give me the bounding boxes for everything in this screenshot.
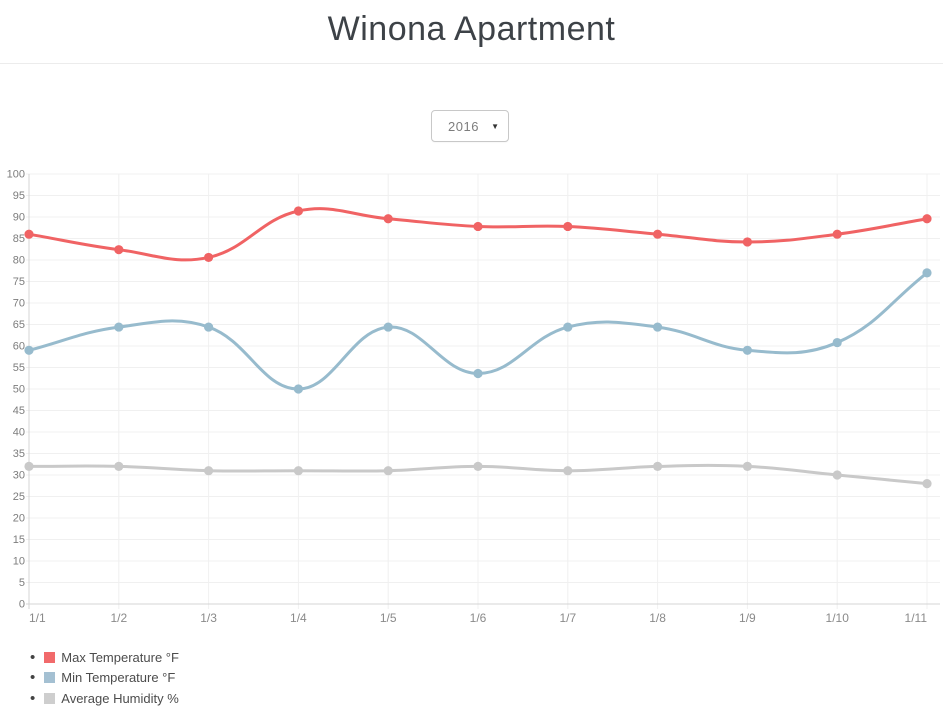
data-point[interactable] [293, 466, 303, 476]
y-axis-tick-label: 5 [19, 577, 25, 589]
data-point[interactable] [922, 268, 932, 278]
data-point[interactable] [204, 322, 214, 332]
page-title: Winona Apartment [327, 10, 616, 48]
legend-label: Average Humidity % [61, 690, 179, 706]
x-axis-tick-label: 1/7 [559, 611, 576, 625]
legend-item-max-temperature: • Max Temperature °F [30, 647, 179, 668]
y-axis-tick-label: 40 [13, 427, 25, 439]
data-point[interactable] [114, 245, 124, 255]
x-axis-tick-label: 1/9 [739, 611, 756, 625]
data-point[interactable] [293, 384, 303, 394]
legend-item-average-humidity: • Average Humidity % [30, 688, 179, 709]
temperature-humidity-chart[interactable]: 0 5 10 15 20 25 30 35 40 45 50 55 60 65 70 75 80 85 90 95 10… [0, 150, 943, 640]
data-point[interactable] [742, 237, 753, 247]
data-point[interactable] [922, 214, 932, 224]
legend-swatch-average-humidity [44, 692, 56, 704]
x-axis-tick-label: 1/5 [380, 611, 397, 625]
data-point[interactable] [383, 214, 393, 224]
data-point[interactable] [742, 345, 753, 355]
data-point[interactable] [832, 470, 842, 480]
data-point[interactable] [653, 322, 663, 332]
y-axis-tick-label: 15 [13, 534, 25, 546]
x-axis-tick-label: 1/4 [290, 611, 307, 625]
bullet-icon: • [30, 648, 36, 666]
data-point[interactable] [473, 368, 483, 379]
y-axis-tick-label: 0 [19, 599, 25, 611]
y-axis-tick-label: 85 [13, 233, 25, 245]
data-point[interactable] [383, 322, 393, 332]
y-axis-tick-label: 60 [13, 341, 25, 353]
x-axis-tick-label: 1/1 [29, 611, 46, 625]
year-select-value: 2016 [448, 118, 479, 134]
data-point[interactable] [563, 322, 573, 332]
y-axis-tick-label: 90 [13, 212, 25, 224]
chart-legend: • Max Temperature °F • Min Temperature °… [30, 647, 179, 709]
y-axis-tick-label: 70 [13, 298, 25, 310]
bullet-icon: • [30, 669, 36, 687]
data-point[interactable] [293, 206, 303, 216]
x-axis-tick-label: 1/8 [649, 611, 666, 625]
legend-item-min-temperature: • Min Temperature °F [30, 668, 179, 689]
data-point[interactable] [383, 466, 393, 476]
y-axis-tick-label: 55 [13, 362, 25, 374]
bullet-icon: • [30, 689, 36, 707]
y-axis-tick-label: 95 [13, 190, 25, 202]
legend-label: Min Temperature °F [61, 670, 176, 686]
legend-swatch-max-temperature [44, 651, 56, 663]
chevron-down-icon: ▼ [491, 121, 499, 131]
x-axis-tick-label: 1/6 [470, 611, 487, 625]
y-axis-tick-label: 20 [13, 513, 25, 525]
y-axis-tick-label: 45 [13, 405, 25, 417]
data-point[interactable] [114, 461, 124, 471]
data-point[interactable] [653, 229, 663, 239]
data-point[interactable] [742, 461, 753, 471]
legend-label: Max Temperature °F [61, 649, 179, 665]
y-axis-tick-label: 10 [13, 556, 25, 568]
data-point[interactable] [653, 461, 663, 471]
y-axis-tick-label: 25 [13, 491, 25, 503]
x-axis-tick-label: 1/3 [200, 611, 217, 625]
y-axis-tick-label: 65 [13, 319, 25, 331]
data-point[interactable] [473, 461, 483, 471]
y-axis-tick-label: 35 [13, 448, 25, 460]
x-axis-tick-label: 1/2 [110, 611, 127, 625]
x-axis-tick-label: 1/11 [905, 611, 928, 625]
y-axis-tick-label: 50 [13, 384, 25, 396]
data-point[interactable] [24, 345, 34, 355]
data-point[interactable] [563, 466, 573, 476]
data-point[interactable] [922, 479, 932, 489]
data-point[interactable] [832, 229, 842, 239]
y-axis-tick-label: 75 [13, 276, 25, 288]
year-select[interactable]: 2016 ▼ [431, 110, 509, 142]
header-divider [0, 63, 943, 64]
x-axis-tick-label: 1/10 [826, 611, 850, 625]
data-point[interactable] [114, 322, 124, 332]
y-axis-tick-label: 80 [13, 255, 25, 267]
data-point[interactable] [832, 337, 842, 348]
data-point[interactable] [204, 252, 214, 263]
y-axis-tick-label: 100 [7, 169, 25, 181]
legend-swatch-min-temperature [44, 672, 56, 684]
series-line [27, 271, 929, 391]
data-point[interactable] [204, 466, 214, 476]
data-point[interactable] [24, 229, 34, 239]
chart-container: 0 5 10 15 20 25 30 35 40 45 50 55 60 65 70 75 80 85 90 95 10… [0, 150, 943, 640]
data-point[interactable] [473, 221, 483, 232]
y-axis-tick-label: 30 [13, 470, 25, 482]
data-point[interactable] [563, 221, 573, 232]
data-point[interactable] [24, 461, 34, 471]
